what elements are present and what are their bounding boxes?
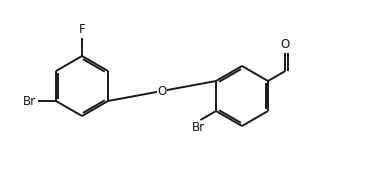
Text: F: F [79, 23, 86, 36]
Text: O: O [157, 84, 166, 97]
Text: Br: Br [23, 95, 36, 108]
Text: Br: Br [192, 121, 205, 134]
Text: O: O [281, 37, 290, 50]
